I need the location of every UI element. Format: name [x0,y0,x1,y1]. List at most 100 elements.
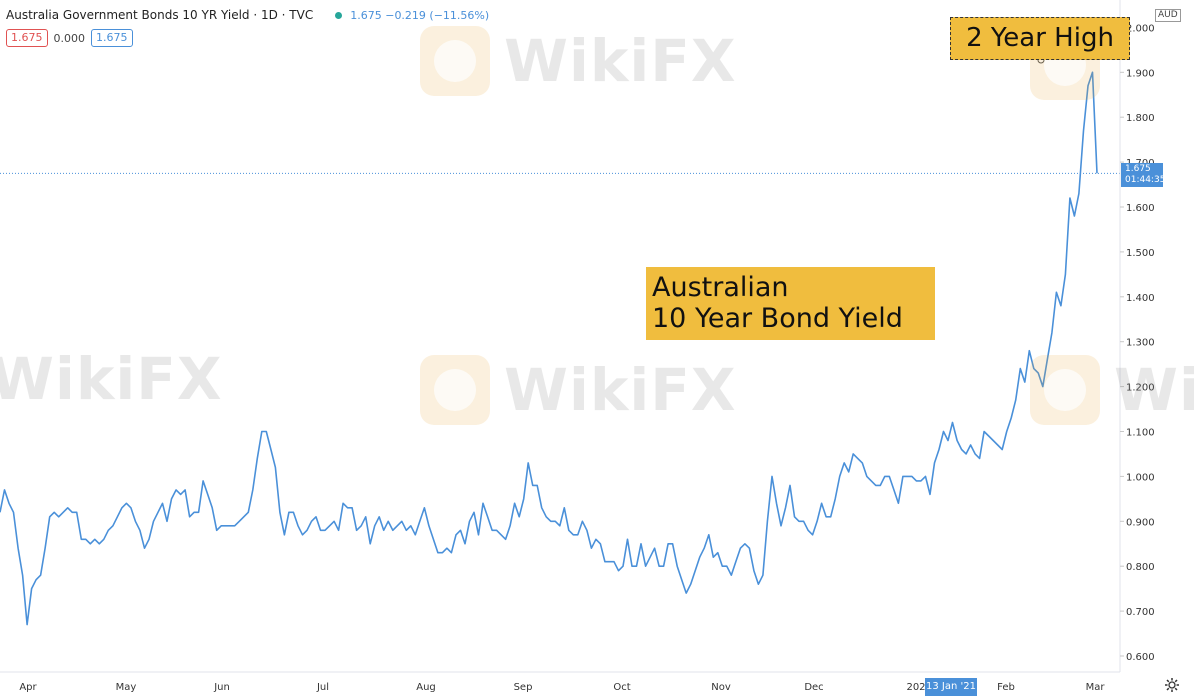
data-point [1015,399,1017,401]
annotation-bond-yield[interactable]: Australian 10 Year Bond Yield [646,267,935,340]
annotation-line-2: 10 Year Bond Yield [652,303,903,334]
data-point [89,543,91,545]
data-point [586,529,588,531]
data-point [468,520,470,522]
data-point [748,547,750,549]
data-point [202,480,204,482]
data-point [726,565,728,567]
data-point [1060,305,1062,307]
data-point [67,507,69,509]
y-tick-label: 1.600 [1126,203,1155,214]
x-tick-label: Jul [316,682,329,693]
data-point [816,520,818,522]
annotation-two-year-high[interactable]: 2 Year High [950,17,1130,60]
data-point [473,511,475,513]
data-point [825,516,827,518]
data-point [789,484,791,486]
data-point [572,534,574,536]
data-point [410,525,412,527]
y-tick-label: 1.100 [1126,428,1155,439]
data-point [735,561,737,563]
data-point [243,516,245,518]
y-tick-label: 1.200 [1126,383,1155,394]
data-point [148,538,150,540]
data-point [640,543,642,545]
x-tick-label: Dec [804,682,823,693]
data-point [906,475,908,477]
data-point [762,574,764,576]
data-point [419,520,421,522]
data-point [753,570,755,572]
x-tick-label: Oct [613,682,630,693]
data-point [143,547,145,549]
data-point [703,547,705,549]
data-point [62,511,64,513]
data-point [960,448,962,450]
data-point [690,583,692,585]
data-point [301,534,303,536]
data-point [85,538,87,540]
data-point [717,552,719,554]
data-point [1078,192,1080,194]
data-point [988,435,990,437]
data-point [495,529,497,531]
data-point [405,529,407,531]
data-point [26,623,28,625]
data-point [188,516,190,518]
data-point [834,498,836,500]
data-point [694,570,696,572]
symbol-title[interactable]: Australia Government Bonds 10 YR Yield ·… [6,8,314,22]
data-point [310,520,312,522]
gear-icon[interactable] [1164,677,1180,693]
data-point [974,453,976,455]
data-point [708,534,710,536]
data-point [297,525,299,527]
data-point [21,574,23,576]
data-point [802,520,804,522]
data-point [649,556,651,558]
data-point [933,462,935,464]
data-point [116,516,118,518]
data-point [820,502,822,504]
data-point [590,547,592,549]
data-point [969,444,971,446]
data-point [884,475,886,477]
data-point [857,457,859,459]
data-point [103,538,105,540]
data-point [839,475,841,477]
data-point [500,534,502,536]
data-point [238,520,240,522]
data-point [234,525,236,527]
ohlc-row: 1.675 0.000 1.675 [6,29,133,47]
data-point [545,516,547,518]
data-point [365,516,367,518]
data-point [721,565,723,567]
data-point [175,489,177,491]
data-point [49,516,51,518]
data-point [193,511,195,513]
data-point [139,529,141,531]
data-point [333,520,335,522]
data-point [658,565,660,567]
data-point [306,529,308,531]
data-point [513,502,515,504]
data-point [563,507,565,509]
data-point [279,511,281,513]
data-point [256,457,258,459]
data-point [775,502,777,504]
data-point [134,520,136,522]
y-tick-label: 0.900 [1126,517,1155,528]
data-point [441,552,443,554]
data-point [39,574,41,576]
axis-layer: 2.0001.9001.8001.7001.6001.5001.4001.300… [0,0,1155,693]
data-point [681,579,683,581]
data-point [509,525,511,527]
data-point [554,520,556,522]
series-line[interactable] [0,71,1098,626]
x-tick-label: Nov [711,682,731,693]
value-pill-red: 1.675 [6,29,48,47]
data-point [635,565,637,567]
data-point [98,543,100,545]
currency-label[interactable]: AUD [1155,9,1181,22]
market-status-dot-icon [335,11,343,19]
